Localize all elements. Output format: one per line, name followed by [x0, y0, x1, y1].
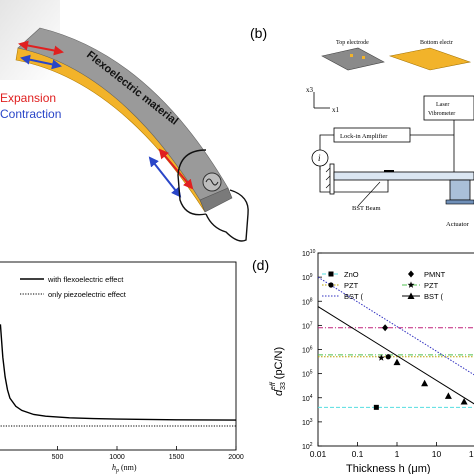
panel-d-reference-lines [318, 327, 474, 408]
data-point-circle [385, 354, 391, 360]
panel-d-frame [317, 252, 474, 447]
top-electrode-dot [350, 54, 353, 57]
axis-x1-label: x1 [332, 106, 340, 114]
panel-c: with flexoelectric effect only piezoelec… [0, 261, 244, 474]
axis-x3-label: x3 [306, 86, 314, 94]
x-tick-label: 1 [395, 449, 400, 459]
laser-label: Laser [436, 102, 449, 108]
lock-in-label: Lock-in Amplifier [340, 133, 388, 140]
y-tick-label: 102 [302, 442, 313, 451]
trend-line-0 [317, 276, 474, 376]
x-tick-label: 10 [432, 449, 442, 459]
x-tick-label: 1500 [169, 454, 185, 461]
panel-d-trend-lines [317, 276, 474, 405]
data-point-triangle [460, 397, 468, 405]
laser-vibrometer [423, 95, 474, 121]
panel-c-xlabel: hp (nm) [112, 463, 137, 474]
y-tick-label: 103 [302, 418, 313, 427]
x-tick-label: 0.01 [310, 449, 327, 459]
contraction-label: Contraction [0, 107, 61, 121]
y-tick-label: 108 [302, 297, 313, 306]
legend-label: BST ( [344, 292, 364, 301]
panel-c-x-ticks: 500 1000 1500 2000 [52, 446, 244, 461]
bst-beam [333, 171, 474, 181]
vibrometer-label: Vibrometer [428, 111, 455, 117]
panel-d-x-ticks: 0.01 0.1 1 10 100 [310, 442, 474, 459]
y-tick-label: 109 [302, 273, 313, 282]
data-point-triangle [444, 392, 452, 399]
y-tick-label: 106 [302, 346, 313, 355]
x-tick-label: 0.1 [352, 449, 364, 459]
legend-marker-star [407, 281, 415, 288]
x-tick-label: 2000 [228, 454, 244, 461]
y-tick-label: 105 [302, 370, 313, 379]
trend-line-1 [317, 306, 474, 405]
panel-c-legend: with flexoelectric effect only piezoelec… [20, 275, 127, 299]
legend-label: BST ( [424, 292, 444, 301]
x-tick-label: 1000 [109, 454, 125, 461]
legend-label: PMNT [424, 270, 446, 279]
legend-item-flexo: with flexoelectric effect [47, 275, 124, 284]
actuator-label: Actuator [446, 221, 470, 228]
top-electrode-label: Top electrode [336, 40, 369, 46]
line-flexo [0, 324, 237, 421]
legend-marker-diamond [408, 270, 414, 278]
top-electrode-dot [362, 56, 365, 59]
y-tick-label: 104 [302, 394, 313, 403]
y-tick-label: 1010 [302, 249, 316, 258]
panel-d-ylabel: d33eff (pC/N) [270, 347, 287, 396]
data-point-square [373, 404, 379, 410]
top-electrode-sample [321, 47, 385, 71]
legend-marker-circle [328, 282, 334, 288]
bst-beam-label: BST Beam [352, 205, 381, 212]
legend-label: ZnO [344, 270, 359, 279]
data-point-star [377, 354, 385, 361]
legend-item-piezo: only piezoelectric effect [48, 290, 127, 299]
data-point-triangle [393, 358, 401, 366]
panel-b-label: (b) [250, 25, 267, 41]
y-tick-label: 107 [302, 321, 313, 330]
current-label: i [318, 153, 321, 163]
legend-label: PZT [344, 281, 359, 290]
panel-a: Flexoelectric material Expansion Contrac… [0, 0, 249, 242]
circuit-wire [177, 149, 249, 242]
panel-d-legend: ZnO PMNT PZT PZT BST ( BST ( [322, 270, 446, 301]
contraction-arrow-1 [20, 54, 62, 70]
x-tick-label: 500 [52, 454, 64, 461]
legend-label: PZT [424, 281, 439, 290]
contraction-arrow-2 [148, 156, 182, 198]
legend-marker-triangle [407, 292, 415, 299]
panel-d-label: (d) [252, 257, 269, 273]
panel-d-xlabel: Thickness h (μm) [346, 463, 431, 474]
panel-d-y-ticks: 102 103 104 105 106 107 108 109 1010 [302, 249, 322, 451]
beam-end [199, 187, 233, 213]
x-tick-label: 100 [469, 449, 474, 459]
bottom-electrode-label: Bottom electr [420, 40, 453, 46]
actuator [449, 179, 471, 201]
meter-glyph [205, 178, 219, 186]
panel-d: (d) 102 103 104 105 106 107 108 109 1010 0.01 0.1… [252, 249, 474, 474]
data-point-triangle [421, 379, 429, 387]
expansion-label: Expansion [0, 91, 56, 105]
panel-d-points [373, 324, 468, 410]
legend-marker-square [328, 271, 334, 277]
bottom-electrode-sample [388, 47, 472, 71]
panel-b: (b) Top electrode Bottom electr x3 x1 La… [250, 25, 474, 228]
expansion-arrow-1 [18, 40, 64, 56]
data-point-diamond [382, 324, 389, 332]
